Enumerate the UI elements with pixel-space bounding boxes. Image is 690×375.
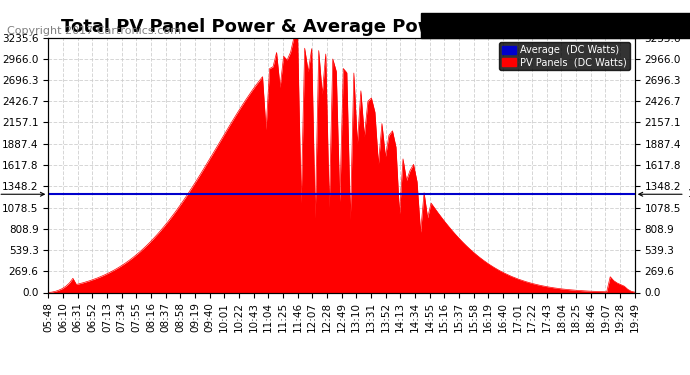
Text: Copyright 2017 Cartronics.com: Copyright 2017 Cartronics.com (7, 26, 181, 36)
Text: 1246.610: 1246.610 (0, 189, 44, 199)
Text: 1246.610: 1246.610 (639, 189, 690, 199)
Legend: Average  (DC Watts), PV Panels  (DC Watts): Average (DC Watts), PV Panels (DC Watts) (499, 42, 630, 70)
Title: Total PV Panel Power & Average Power Sat Aug 5 20:05: Total PV Panel Power & Average Power Sat… (61, 18, 622, 36)
